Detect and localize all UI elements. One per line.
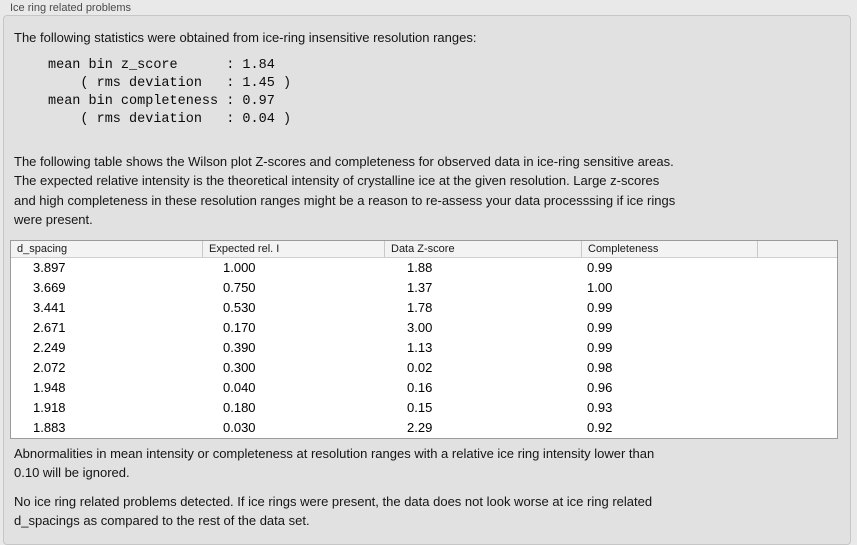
table-cell: 1.00 [587, 280, 613, 295]
table-row[interactable]: 3.441 0.530 1.78 0.99 [11, 298, 837, 318]
column-header-completeness[interactable]: Completeness [582, 241, 758, 257]
table-row[interactable]: 3.669 0.750 1.37 1.00 [11, 278, 837, 298]
table-cell: 2.072 [33, 360, 66, 375]
table-cell-filler [758, 378, 837, 398]
table-cell: 0.99 [587, 260, 613, 275]
conclusion-text: No ice ring related problems detected. I… [14, 494, 653, 529]
table-row[interactable]: 2.671 0.170 3.00 0.99 [11, 318, 837, 338]
table-cell: 0.180 [223, 400, 256, 415]
table-cell: 0.15 [407, 400, 433, 415]
table-cell: 1.13 [407, 340, 433, 355]
table-cell: 1.37 [407, 280, 433, 295]
table-cell-filler [758, 298, 837, 318]
table-cell: 0.02 [407, 360, 433, 375]
table-cell: 0.99 [587, 320, 613, 335]
table-row[interactable]: 1.883 0.030 2.29 0.92 [11, 418, 837, 438]
table-cell: 3.441 [33, 300, 66, 315]
table-cell-filler [758, 338, 837, 358]
table-cell: 2.671 [33, 320, 66, 335]
column-header-filler [758, 241, 837, 257]
table-cell: 0.300 [223, 360, 256, 375]
table-cell: 3.00 [407, 320, 433, 335]
table-cell: 1.78 [407, 300, 433, 315]
table-cell-filler [758, 398, 837, 418]
table-cell: 0.96 [587, 380, 613, 395]
column-header-expected-rel-i[interactable]: Expected rel. I [203, 241, 385, 257]
table-cell-filler [758, 318, 837, 338]
table-row[interactable]: 3.897 1.000 1.88 0.99 [11, 258, 837, 278]
ice-ring-table: d_spacing Expected rel. I Data Z-score C… [10, 240, 838, 439]
table-row[interactable]: 1.948 0.040 0.16 0.96 [11, 378, 837, 398]
section-title: Ice ring related problems [10, 2, 132, 14]
table-cell-filler [758, 418, 837, 438]
table-cell: 0.030 [223, 420, 256, 435]
table-cell: 0.16 [407, 380, 433, 395]
stats-intro-text: The following statistics were obtained f… [14, 30, 477, 45]
table-cell: 0.040 [223, 380, 256, 395]
column-header-d-spacing[interactable]: d_spacing [11, 241, 203, 257]
table-cell: 0.390 [223, 340, 256, 355]
table-row[interactable]: 1.918 0.180 0.15 0.93 [11, 398, 837, 418]
table-cell: 0.530 [223, 300, 256, 315]
table-cell-filler [758, 258, 837, 278]
table-cell: 1.883 [33, 420, 66, 435]
table-cell-filler [758, 278, 837, 298]
table-cell: 0.93 [587, 400, 613, 415]
table-cell: 2.249 [33, 340, 66, 355]
table-header: d_spacing Expected rel. I Data Z-score C… [11, 241, 837, 258]
ice-ring-table-body: 3.897 1.000 1.88 0.99 3.669 0.750 1.37 1.00 3.44… [11, 258, 837, 438]
column-header-data-z-score[interactable]: Data Z-score [385, 241, 582, 257]
table-cell: 0.98 [587, 360, 613, 375]
table-cell: 1.918 [33, 400, 66, 415]
table-cell: 0.99 [587, 340, 613, 355]
table-cell: 3.897 [33, 260, 66, 275]
table-row[interactable]: 2.249 0.390 1.13 0.99 [11, 338, 837, 358]
table-cell: 1.000 [223, 260, 256, 275]
table-cell: 1.948 [33, 380, 66, 395]
table-cell: 1.88 [407, 260, 433, 275]
table-description-text: The following table shows the Wilson plo… [14, 154, 676, 227]
table-cell: 0.170 [223, 320, 256, 335]
table-cell-filler [758, 358, 837, 378]
table-cell: 0.92 [587, 420, 613, 435]
table-cell: 2.29 [407, 420, 433, 435]
table-row[interactable]: 2.072 0.300 0.02 0.98 [11, 358, 837, 378]
ignore-rule-text: Abnormalities in mean intensity or compl… [14, 446, 655, 481]
table-cell: 3.669 [33, 280, 66, 295]
table-cell: 0.99 [587, 300, 613, 315]
stats-block: mean bin z_score : 1.84 ( rms deviation … [48, 58, 292, 127]
table-cell: 0.750 [223, 280, 256, 295]
